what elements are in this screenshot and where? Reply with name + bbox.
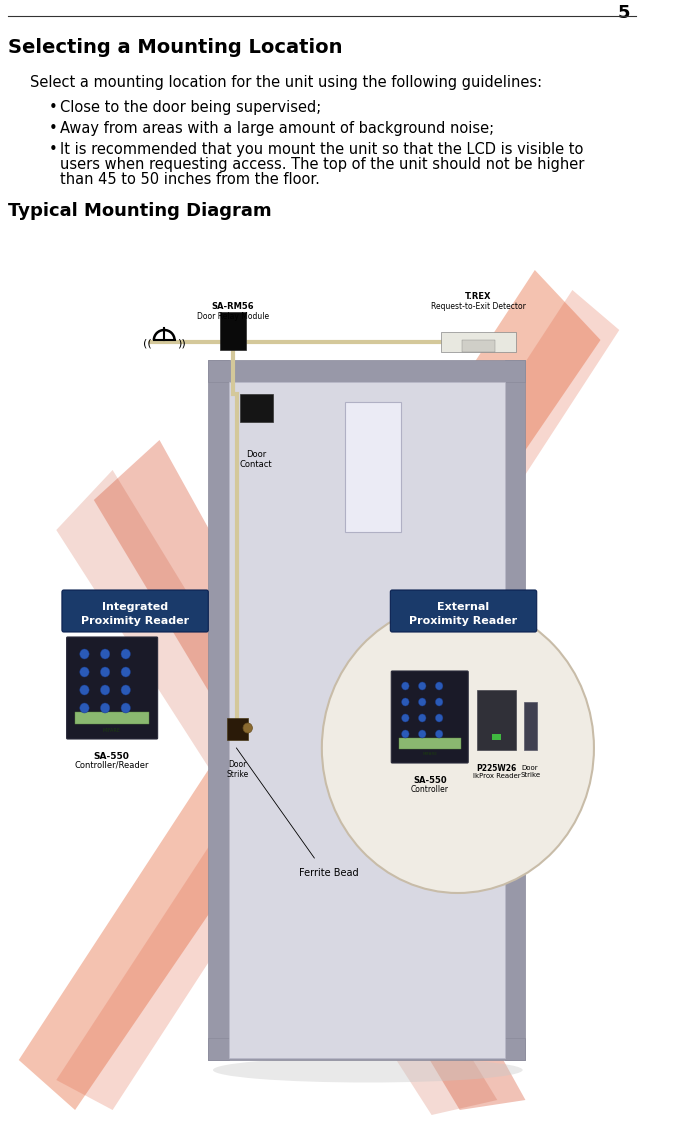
- Circle shape: [436, 730, 443, 738]
- Ellipse shape: [213, 1058, 523, 1083]
- FancyBboxPatch shape: [62, 590, 209, 632]
- FancyBboxPatch shape: [67, 637, 158, 739]
- Circle shape: [80, 649, 89, 659]
- Text: SA-550: SA-550: [413, 776, 447, 785]
- Bar: [345, 402, 401, 532]
- Circle shape: [436, 682, 443, 690]
- Bar: [209, 1038, 525, 1060]
- Circle shape: [418, 698, 426, 706]
- Bar: [492, 734, 501, 739]
- Circle shape: [121, 685, 130, 695]
- Bar: [75, 712, 149, 724]
- Text: users when requesting access. The top of the unit should not be higher: users when requesting access. The top of…: [60, 157, 584, 172]
- Circle shape: [436, 698, 443, 706]
- Circle shape: [401, 714, 409, 723]
- Bar: [523, 702, 536, 750]
- Bar: [229, 382, 505, 1058]
- Circle shape: [322, 603, 594, 893]
- Text: MIFARE: MIFARE: [103, 727, 121, 733]
- Bar: [441, 332, 516, 352]
- Circle shape: [100, 667, 110, 677]
- Text: T.REX: T.REX: [465, 292, 492, 301]
- Text: ((: ((: [143, 339, 152, 349]
- Polygon shape: [56, 470, 497, 1115]
- Circle shape: [121, 667, 130, 677]
- FancyBboxPatch shape: [391, 671, 469, 763]
- Text: 5: 5: [618, 5, 630, 21]
- Text: Select a mounting location for the unit using the following guidelines:: Select a mounting location for the unit …: [30, 75, 542, 90]
- Text: Proximity Reader: Proximity Reader: [81, 616, 189, 625]
- Text: Ferrite Bead: Ferrite Bead: [298, 868, 358, 878]
- Text: Selecting a Mounting Location: Selecting a Mounting Location: [8, 38, 342, 56]
- Circle shape: [100, 649, 110, 659]
- Text: Door
Contact: Door Contact: [240, 450, 272, 470]
- Circle shape: [401, 698, 409, 706]
- Bar: [399, 738, 461, 749]
- Circle shape: [100, 685, 110, 695]
- Circle shape: [121, 703, 130, 714]
- Text: External: External: [438, 602, 490, 612]
- Text: MIFARE: MIFARE: [423, 752, 437, 756]
- Text: •: •: [49, 100, 58, 115]
- Text: Controller/Reader: Controller/Reader: [74, 761, 149, 770]
- Text: SA-RM56: SA-RM56: [211, 301, 254, 310]
- FancyBboxPatch shape: [390, 590, 536, 632]
- Polygon shape: [19, 270, 600, 1110]
- Text: Away from areas with a large amount of background noise;: Away from areas with a large amount of b…: [60, 121, 494, 135]
- Text: Request-to-Exit Detector: Request-to-Exit Detector: [431, 301, 526, 310]
- Text: Door
Strike: Door Strike: [520, 765, 540, 778]
- Circle shape: [418, 682, 426, 690]
- Text: SA-550: SA-550: [94, 752, 130, 761]
- Circle shape: [418, 730, 426, 738]
- Polygon shape: [94, 440, 525, 1110]
- Text: Typical Mounting Diagram: Typical Mounting Diagram: [8, 202, 271, 220]
- Text: Close to the door being supervised;: Close to the door being supervised;: [60, 100, 321, 115]
- Bar: [505, 360, 525, 1060]
- Bar: [220, 312, 246, 350]
- Circle shape: [80, 685, 89, 695]
- Circle shape: [436, 714, 443, 723]
- Circle shape: [80, 703, 89, 714]
- Circle shape: [243, 723, 252, 733]
- Circle shape: [418, 714, 426, 723]
- Text: )): )): [177, 339, 185, 349]
- Circle shape: [401, 730, 409, 738]
- Polygon shape: [56, 290, 619, 1110]
- Bar: [209, 360, 229, 1060]
- Text: •: •: [49, 142, 58, 157]
- Text: than 45 to 50 inches from the floor.: than 45 to 50 inches from the floor.: [60, 172, 320, 187]
- Bar: [209, 360, 525, 382]
- Circle shape: [100, 703, 110, 714]
- Bar: [240, 394, 273, 422]
- Text: It is recommended that you mount the unit so that the LCD is visible to: It is recommended that you mount the uni…: [60, 142, 583, 157]
- Text: Proximity Reader: Proximity Reader: [410, 616, 517, 625]
- Text: •: •: [49, 121, 58, 135]
- Circle shape: [121, 649, 130, 659]
- Text: Door
Strike: Door Strike: [226, 760, 248, 779]
- Text: P225W26: P225W26: [476, 764, 517, 773]
- Circle shape: [80, 667, 89, 677]
- Bar: [462, 340, 495, 352]
- Text: Controller: Controller: [411, 785, 449, 794]
- Circle shape: [401, 682, 409, 690]
- Text: Integrated: Integrated: [102, 602, 168, 612]
- Bar: [477, 690, 516, 750]
- Bar: [227, 718, 248, 739]
- Text: IkProx Reader: IkProx Reader: [473, 773, 520, 779]
- Text: Door Relay Module: Door Relay Module: [197, 312, 269, 321]
